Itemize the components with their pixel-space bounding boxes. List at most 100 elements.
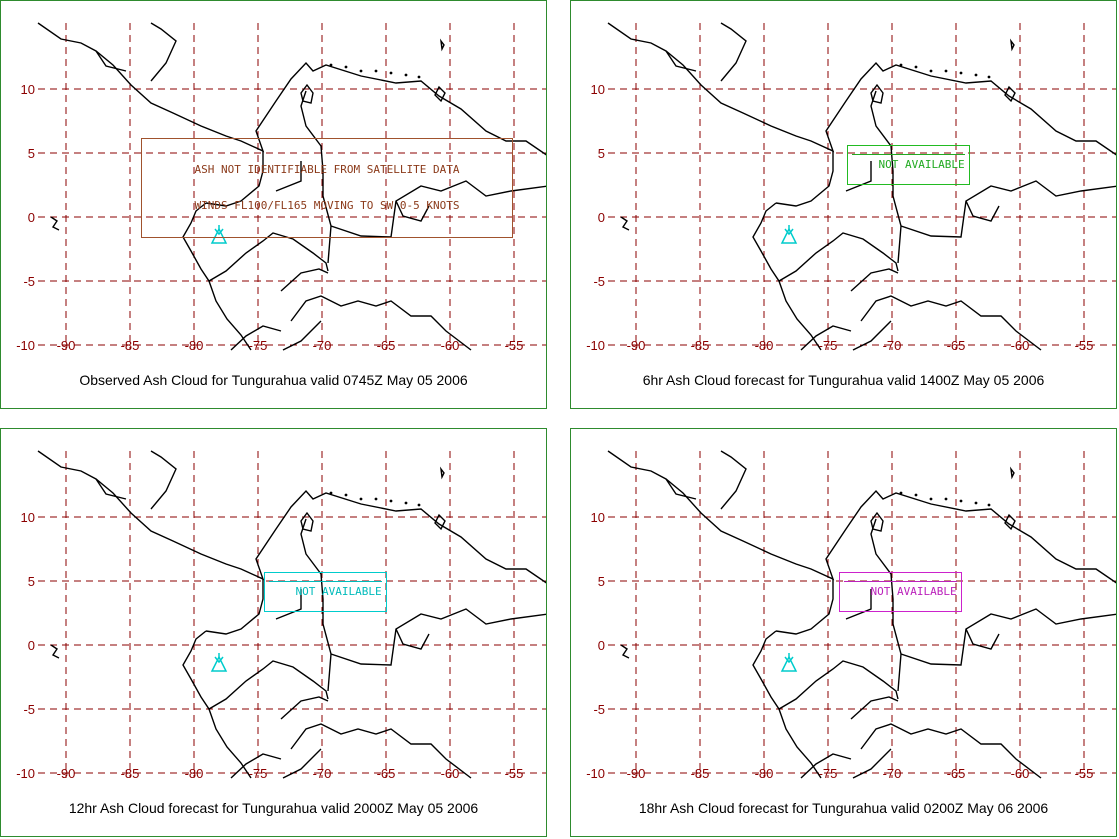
- coastline: [852, 748, 892, 779]
- map-canvas: 10 5 0 -5 -10 -90 -85 -80 -75 -70 -65 -60 -55: [16, 22, 546, 353]
- map-panel-observed: 10 5 0 -5 -10 -90 -85 -80 -75 -70 -65 -60 -55 ASH NO…: [0, 0, 547, 409]
- longitude-tick-label: -65: [377, 766, 396, 781]
- island-dot: [329, 491, 333, 495]
- coastline: [775, 579, 834, 635]
- ash-status-line-2: WINDS FL100/FL165 MOVING TO SW 0-5 KNOTS: [194, 199, 460, 212]
- longitude-tick-label: -90: [627, 766, 646, 781]
- volcano-icon: [210, 225, 228, 244]
- latitude-tick-label: -5: [23, 702, 35, 717]
- latitude-tick-label: 0: [598, 210, 605, 225]
- coastline: [850, 268, 899, 292]
- coastline: [290, 295, 472, 351]
- latitude-tick-label: 5: [28, 574, 35, 589]
- island-outline: [1009, 466, 1015, 480]
- longitude-tick-label: -55: [1075, 338, 1094, 353]
- coastline: [752, 202, 899, 282]
- longitude-tick-label: -85: [121, 338, 140, 353]
- latitude-tick-label: -5: [23, 274, 35, 289]
- longitude-tick-label: -55: [505, 766, 524, 781]
- coastline: [230, 753, 282, 779]
- island-dot: [389, 499, 393, 503]
- island-dot: [417, 75, 421, 79]
- coastline: [665, 50, 697, 72]
- island-dot: [899, 491, 903, 495]
- coastline: [182, 630, 329, 710]
- longitude-tick-label: -70: [883, 338, 902, 353]
- coastline: [95, 50, 127, 72]
- coastline: [752, 630, 899, 710]
- island-dot: [374, 497, 378, 501]
- island-dot: [974, 73, 978, 77]
- latitude-tick-label: -10: [16, 766, 35, 781]
- longitude-tick-label: -85: [691, 766, 710, 781]
- longitude-tick-label: -60: [441, 766, 460, 781]
- coastline: [208, 280, 252, 351]
- map-canvas: 10 5 0 -5 -10 -90 -85 -80 -75 -70 -65 -60 -55: [16, 450, 546, 781]
- longitude-tick-label: -70: [313, 338, 332, 353]
- island-dot: [959, 499, 963, 503]
- longitude-tick-label: -80: [755, 766, 774, 781]
- coastline: [845, 589, 872, 620]
- latitude-tick-label: -5: [593, 274, 605, 289]
- island-outline: [50, 216, 60, 231]
- volcano-icon: [780, 225, 798, 244]
- island-dot: [374, 69, 378, 73]
- island-dot: [974, 501, 978, 505]
- longitude-tick-label: -60: [441, 338, 460, 353]
- coastline: [900, 608, 1116, 666]
- longitude-tick-label: -90: [57, 766, 76, 781]
- island-outline: [1004, 85, 1016, 103]
- island-dot: [417, 503, 421, 507]
- island-outline: [434, 85, 446, 103]
- coastline: [282, 320, 322, 351]
- coastline: [800, 325, 852, 351]
- longitude-tick-label: -55: [505, 338, 524, 353]
- island-outline: [620, 216, 630, 231]
- not-available-note: NOT AVAILABLE: [847, 145, 970, 185]
- longitude-tick-label: -70: [313, 766, 332, 781]
- ash-status-note: ASH NOT IDENTIFIABLE FROM SATELLITE DATA…: [141, 138, 513, 238]
- map-panel-18hr: 10 5 0 -5 -10 -90 -85 -80 -75 -70 -65 -60 -55 NOT AV…: [570, 428, 1117, 837]
- coastline: [208, 708, 252, 779]
- latitude-tick-label: 0: [28, 638, 35, 653]
- coastline: [182, 202, 329, 282]
- coastline: [860, 723, 1042, 779]
- coastline: [282, 748, 322, 779]
- coastline: [720, 450, 747, 510]
- island-dot: [944, 69, 948, 73]
- coastline: [720, 22, 747, 82]
- coastline: [775, 151, 834, 207]
- coastline: [205, 579, 264, 635]
- volcano-icon: [210, 653, 228, 672]
- longitude-tick-label: -80: [185, 766, 204, 781]
- longitude-tick-label: -90: [57, 338, 76, 353]
- island-dot: [329, 63, 333, 67]
- coastline: [900, 180, 1116, 238]
- latitude-tick-label: -10: [586, 338, 605, 353]
- coastline: [778, 708, 822, 779]
- volcano-icon: [780, 653, 798, 672]
- coastline: [300, 90, 332, 264]
- island-outline: [620, 644, 630, 659]
- island-dot: [944, 497, 948, 501]
- longitude-tick-label: -75: [249, 338, 268, 353]
- island-outline: [1009, 38, 1015, 52]
- coastline: [850, 696, 899, 720]
- latitude-tick-label: 5: [598, 574, 605, 589]
- island-outline: [870, 83, 884, 104]
- island-outline: [439, 466, 445, 480]
- coastline: [607, 450, 1116, 584]
- latitude-tick-label: 10: [21, 82, 35, 97]
- island-dot: [404, 501, 408, 505]
- longitude-tick-label: -75: [819, 766, 838, 781]
- map-panel-6hr: 10 5 0 -5 -10 -90 -85 -80 -75 -70 -65 -60 -55 NOT AV…: [570, 0, 1117, 409]
- longitude-tick-label: -65: [947, 338, 966, 353]
- island-outline: [300, 83, 314, 104]
- longitude-tick-label: -85: [691, 338, 710, 353]
- island-dot: [359, 69, 363, 73]
- island-outline: [50, 644, 60, 659]
- coastline: [275, 589, 302, 620]
- island-dot: [389, 71, 393, 75]
- coastline: [965, 628, 1000, 650]
- coastline: [395, 200, 430, 222]
